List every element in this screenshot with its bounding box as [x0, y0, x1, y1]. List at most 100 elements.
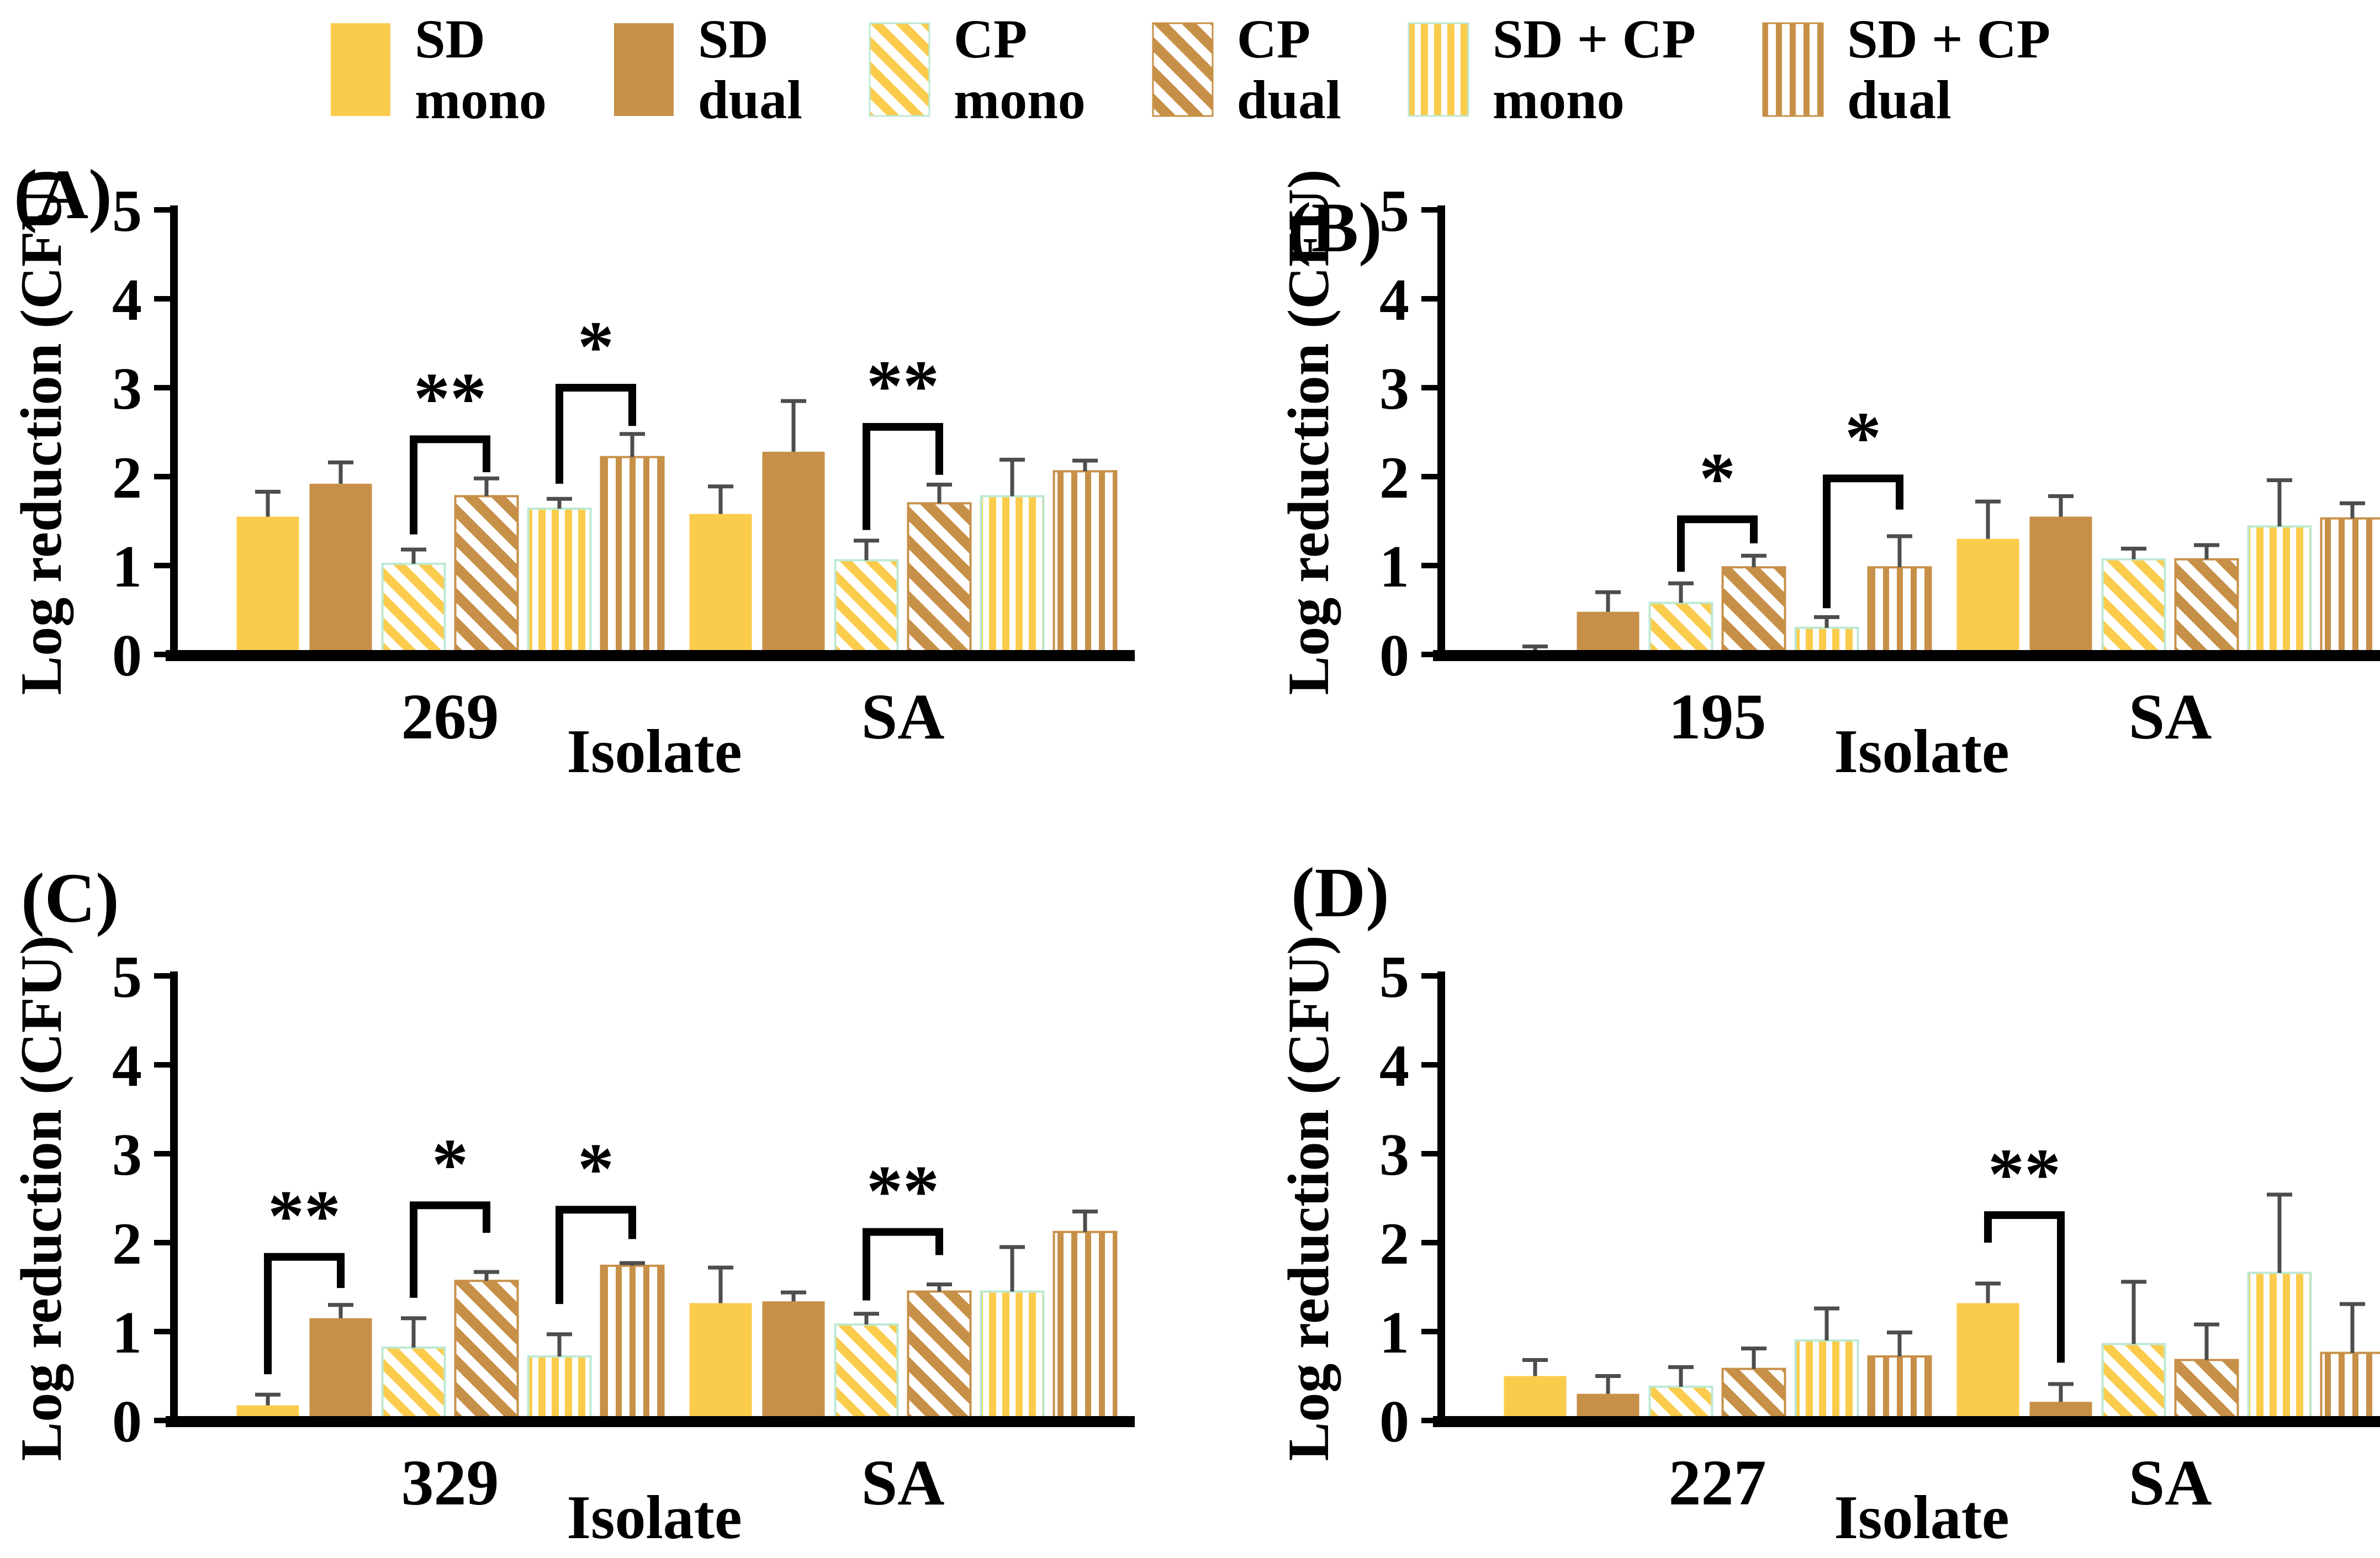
bar-SA-cpdual: [2174, 1359, 2239, 1422]
x-group-label: 329: [401, 1446, 499, 1519]
panel-letter-c: (C): [21, 859, 119, 937]
bar-269-cpmono: [381, 562, 446, 656]
significance-bracket: [556, 1206, 636, 1305]
legend-swatch-vert-yellow: [1408, 22, 1469, 117]
legend-label: SD dual: [698, 9, 802, 130]
y-tick-label: 2: [112, 1211, 142, 1277]
significance-label: *: [432, 1123, 468, 1205]
legend-label-line1: SD + CP: [1847, 8, 2051, 70]
significance-bracket: [556, 384, 636, 484]
y-tick-label: 5: [112, 944, 142, 1010]
bar-SA-sddual: [762, 451, 825, 654]
bar-195-sd+cpdual: [1867, 566, 1932, 656]
legend-swatch-solid-brown: [613, 23, 674, 116]
y-tick-label: 2: [1379, 1211, 1409, 1277]
legend-label: CP dual: [1237, 9, 1341, 130]
bar-SA-sd+cpdual: [2320, 1351, 2380, 1422]
significance-bracket: [1823, 474, 1903, 609]
legend-item-sd+cp-mono: SD + CP mono: [1408, 9, 1696, 130]
legend-label-line1: SD: [414, 8, 485, 70]
x-group-label: SA: [861, 1446, 945, 1519]
bar-269-sdmono: [236, 516, 299, 654]
y-tick-label: 1: [112, 534, 142, 600]
y-tick-label: 1: [1379, 534, 1409, 600]
significance-bracket: [264, 1253, 345, 1375]
y-tick-label: 1: [112, 1300, 142, 1366]
significance-bracket: [1984, 1211, 2065, 1363]
bar-SA-cpmono: [2101, 1343, 2166, 1422]
bar-227-sd+cpmono: [1794, 1339, 1859, 1422]
significance-label: **: [414, 357, 486, 439]
y-tick-label: 4: [1379, 1033, 1409, 1099]
bar-SA-sd+cpmono: [2247, 525, 2312, 656]
bar-269-sd+cpmono: [527, 507, 592, 656]
y-tick-label: 4: [1379, 267, 1409, 333]
bar-SA-cpmono: [2101, 558, 2166, 656]
bar-SA-sd+cpdual: [1053, 470, 1118, 656]
bar-195-sddual: [1577, 611, 1639, 654]
significance-label: **: [268, 1175, 341, 1256]
legend: SD mono SD dual CP mono CP dual SD + CP mono SD + …: [330, 9, 2050, 130]
legend-label: SD + CP mono: [1493, 9, 1696, 130]
bar-SA-cpmono: [834, 559, 899, 656]
significance-label: *: [1845, 397, 1881, 478]
bar-SA-sd+cpdual: [1053, 1230, 1118, 1422]
legend-item-sd+cp-dual: SD + CP dual: [1762, 9, 2050, 130]
panel-letter-b: (B): [1288, 188, 1382, 267]
legend-swatch-diag-yellow: [869, 22, 930, 117]
legend-label-line2: mono: [1492, 69, 1625, 130]
legend-swatch-vert-brown: [1762, 22, 1824, 117]
x-group-label: SA: [2129, 680, 2212, 753]
x-group-label: 195: [1669, 680, 1767, 753]
legend-label-line1: SD + CP: [1492, 8, 1696, 70]
bar-SA-sdmono: [689, 514, 752, 654]
bar-SA-sd+cpmono: [980, 495, 1045, 656]
y-tick-label: 0: [112, 1389, 142, 1455]
y-tick-label: 5: [112, 178, 142, 244]
panel-d-chart: 0 1 2 3 4 5 Log reduction (CFU) 227 SA Isolate **: [1276, 936, 2380, 1552]
y-tick-label: 2: [1379, 445, 1409, 511]
significance-label: *: [578, 1128, 614, 1209]
y-tick-label: 3: [1379, 1122, 1409, 1188]
legend-label: SD + CP dual: [1847, 9, 2050, 130]
significance-label: **: [1988, 1133, 2061, 1214]
y-tick-label: 0: [1379, 623, 1409, 689]
bar-SA-sdmono: [1956, 1303, 2019, 1420]
y-tick-label: 3: [1379, 356, 1409, 422]
bar-329-sd+cpmono: [527, 1355, 592, 1422]
y-tick-label: 2: [112, 445, 142, 511]
panel-letter-a: (A): [14, 155, 112, 234]
y-axis-title: Log reduction (CFU): [1276, 170, 1341, 695]
bar-269-sddual: [309, 483, 372, 654]
y-tick-label: 3: [112, 356, 142, 422]
y-tick-label: 5: [1379, 178, 1409, 244]
bar-227-sdmono: [1504, 1376, 1567, 1420]
legend-label: SD mono: [415, 9, 547, 130]
y-tick-label: 4: [112, 1033, 142, 1099]
legend-swatch-solid-yellow: [330, 23, 390, 116]
bar-SA-sd+cpmono: [980, 1290, 1045, 1422]
legend-item-sd-dual: SD dual: [613, 9, 802, 130]
y-tick-label: 3: [112, 1122, 142, 1188]
bar-227-sd+cpdual: [1867, 1355, 1932, 1422]
legend-label: CP mono: [954, 9, 1086, 130]
significance-label: *: [1699, 437, 1736, 519]
significance-label: **: [866, 345, 939, 426]
legend-item-cp-dual: CP dual: [1152, 9, 1341, 130]
y-tick-label: 4: [112, 267, 142, 333]
legend-item-cp-mono: CP mono: [869, 9, 1086, 130]
bar-SA-cpmono: [834, 1323, 899, 1422]
bar-329-sddual: [309, 1318, 372, 1420]
y-axis-title: Log reduction (CFU): [9, 936, 73, 1461]
legend-label-line2: dual: [1236, 69, 1341, 130]
bar-SA-sd+cpmono: [2247, 1271, 2312, 1422]
legend-label-line2: mono: [953, 69, 1086, 130]
significance-label: **: [866, 1150, 939, 1232]
bar-195-cpdual: [1721, 566, 1786, 656]
significance-bracket: [410, 1201, 490, 1298]
x-group-label: SA: [2129, 1446, 2212, 1519]
bar-SA-sddual: [2029, 516, 2092, 654]
x-group-label: 227: [1669, 1446, 1767, 1519]
